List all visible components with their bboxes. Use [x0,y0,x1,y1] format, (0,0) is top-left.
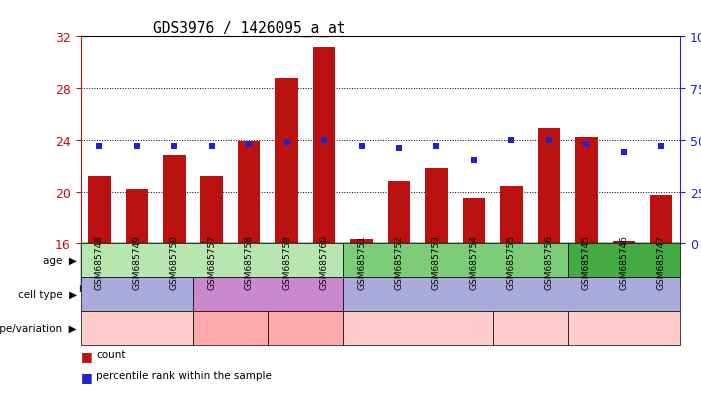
Bar [650,196,672,244]
Text: ■: ■ [81,370,93,383]
Text: GSM685754: GSM685754 [470,234,479,289]
Bar [388,182,410,244]
Text: wild type: wild type [602,324,646,333]
Text: aged (24 months): aged (24 months) [581,256,666,265]
Text: wild type
Ly6D+: wild type Ly6D+ [209,318,252,338]
Text: age  ▶: age ▶ [43,256,77,266]
Bar [313,47,335,244]
Text: GSM685747: GSM685747 [657,234,666,289]
Bar [538,129,560,244]
Text: GSM685758: GSM685758 [245,234,254,289]
Text: GSM685748: GSM685748 [95,234,104,289]
Text: GSM685760: GSM685760 [320,234,329,289]
Bar [426,169,448,244]
Text: wild type: wild type [115,324,158,333]
Text: GSM685751: GSM685751 [357,234,366,289]
Text: genotype/variation  ▶: genotype/variation ▶ [0,323,77,333]
Text: common lymphoid progenitor
(CLP): common lymphoid progenitor (CLP) [198,285,338,304]
Bar [613,241,635,244]
Text: young (8-12 weeks): young (8-12 weeks) [165,256,259,265]
Text: GSM685750: GSM685750 [170,234,179,289]
Text: GDS3976 / 1426095_a_at: GDS3976 / 1426095_a_at [153,21,345,37]
Bar [575,138,597,244]
Text: cell type  ▶: cell type ▶ [18,290,77,299]
Text: GSM685749: GSM685749 [132,234,142,289]
Bar [238,142,261,244]
Text: hematopoietic stem cell (HSC): hematopoietic stem cell (HSC) [439,290,584,299]
Text: GSM685752: GSM685752 [395,234,404,289]
Text: mutator
Polgtm1Lrsn -/-: mutator Polgtm1Lrsn -/- [382,318,454,338]
Bar [125,190,148,244]
Bar [350,240,373,244]
Text: mid-age (32 weeks): mid-age (32 weeks) [408,256,503,265]
Text: GSM685745: GSM685745 [582,234,591,289]
Bar [275,78,298,244]
Text: count: count [96,349,125,359]
Bar [88,177,111,244]
Text: hematopoietic stem cell
(HSC): hematopoietic stem cell (HSC) [79,285,194,304]
Text: ■: ■ [81,349,93,362]
Bar [163,156,186,244]
Text: GSM685759: GSM685759 [282,234,291,289]
Text: wild type
Ly6D-: wild type Ly6D- [284,318,327,338]
Text: wild type Polgtm1Lrsn
+/+: wild type Polgtm1Lrsn +/+ [477,318,583,338]
Text: GSM685755: GSM685755 [507,234,516,289]
Bar [463,199,485,244]
Text: GSM685756: GSM685756 [545,234,553,289]
Text: GSM685753: GSM685753 [432,234,441,289]
Text: GSM685757: GSM685757 [207,234,216,289]
Text: GSM685746: GSM685746 [619,234,628,289]
Bar [200,177,223,244]
Bar [501,187,523,244]
Text: percentile rank within the sample: percentile rank within the sample [96,370,272,380]
